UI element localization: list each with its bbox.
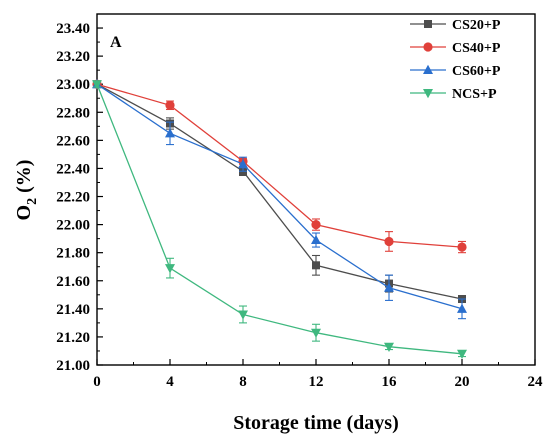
data-point [165, 264, 175, 274]
series-line-cs20-p [96, 83, 463, 300]
data-point [311, 328, 321, 338]
x-tick-label: 0 [93, 374, 101, 390]
x-tick-label: 8 [239, 374, 247, 390]
data-point [92, 80, 102, 90]
y-tick-label: 21.80 [56, 246, 90, 262]
series-line-cs60-p [96, 83, 463, 310]
y-tick-label: 23.40 [56, 21, 90, 37]
legend-marker [423, 64, 433, 74]
x-tick-label: 20 [455, 374, 470, 390]
data-point [457, 242, 467, 252]
panel-label: A [110, 34, 122, 51]
legend-label: NCS+P [452, 87, 497, 102]
legend-marker [424, 20, 432, 28]
y-tick-label: 22.00 [56, 218, 90, 234]
data-point [457, 303, 467, 313]
y-axis-title-subscript: 2 [25, 198, 40, 205]
legend-label: CS60+P [452, 64, 501, 79]
y-tick-label: 21.00 [56, 358, 90, 374]
series-ncs-p [92, 80, 467, 359]
data-point [238, 159, 248, 169]
legend-marker [423, 42, 433, 52]
y-tick-label: 22.80 [56, 105, 90, 121]
data-point [165, 100, 175, 110]
y-tick-label: 22.60 [56, 133, 90, 149]
legend-item-cs40-p: CS40+P [410, 41, 501, 56]
y-axis-title-main: O [13, 205, 35, 221]
data-point [311, 234, 321, 245]
series-cs20-p [93, 80, 466, 304]
data-point [384, 342, 394, 352]
legend-marker [423, 89, 433, 99]
data-point [311, 220, 321, 230]
data-point [457, 349, 467, 359]
y-tick-label: 23.20 [56, 49, 90, 65]
y-tick-label: 21.60 [56, 274, 90, 290]
legend-item-ncs-p: NCS+P [410, 87, 497, 102]
y-tick-label: 23.00 [56, 77, 90, 93]
y-tick-label: 22.20 [56, 190, 90, 206]
legend-label: CS20+P [452, 18, 501, 33]
axis-ticks: 0 4 8 12 16 20 24 21.00 21.20 21.40 21.60 21.80 22.0… [56, 21, 543, 390]
y-tick-label: 21.20 [56, 330, 90, 346]
legend-label: CS40+P [452, 41, 501, 56]
y-axis-title: O2 (%) [13, 160, 40, 221]
x-tick-label: 16 [382, 374, 398, 390]
legend: CS20+P CS40+P CS60+P NCS+P [410, 18, 501, 102]
x-axis-title: Storage time (days) [233, 412, 399, 434]
legend-item-cs20-p: CS20+P [410, 18, 501, 33]
x-tick-label: 24 [528, 374, 544, 390]
series-cs40-p [92, 79, 467, 254]
y-axis-title-unit: (%) [13, 160, 35, 198]
series-layer [92, 79, 467, 359]
data-point [384, 282, 394, 292]
x-tick-label: 12 [309, 374, 324, 390]
y-tick-label: 21.40 [56, 302, 90, 318]
x-tick-label: 4 [166, 374, 174, 390]
series-line-ncs-p [96, 83, 463, 355]
data-point [238, 310, 248, 320]
data-point [384, 236, 394, 247]
series-cs60-p [92, 79, 467, 320]
y-tick-label: 22.40 [56, 161, 90, 177]
data-point [312, 261, 320, 270]
series-line-cs40-p [96, 83, 463, 248]
legend-item-cs60-p: CS60+P [410, 64, 501, 79]
data-point [165, 128, 175, 138]
